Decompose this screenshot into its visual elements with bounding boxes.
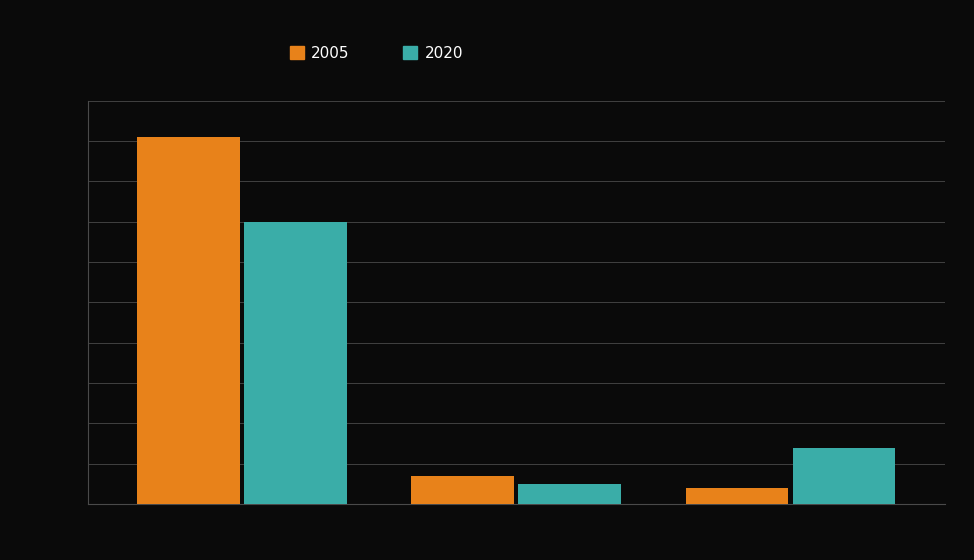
- Bar: [518, 484, 621, 504]
- Bar: [686, 488, 788, 504]
- Bar: [244, 222, 347, 504]
- Bar: [137, 137, 240, 504]
- Bar: [793, 447, 895, 504]
- Bar: [411, 476, 514, 504]
- Legend: 2005, 2020: 2005, 2020: [283, 40, 469, 67]
